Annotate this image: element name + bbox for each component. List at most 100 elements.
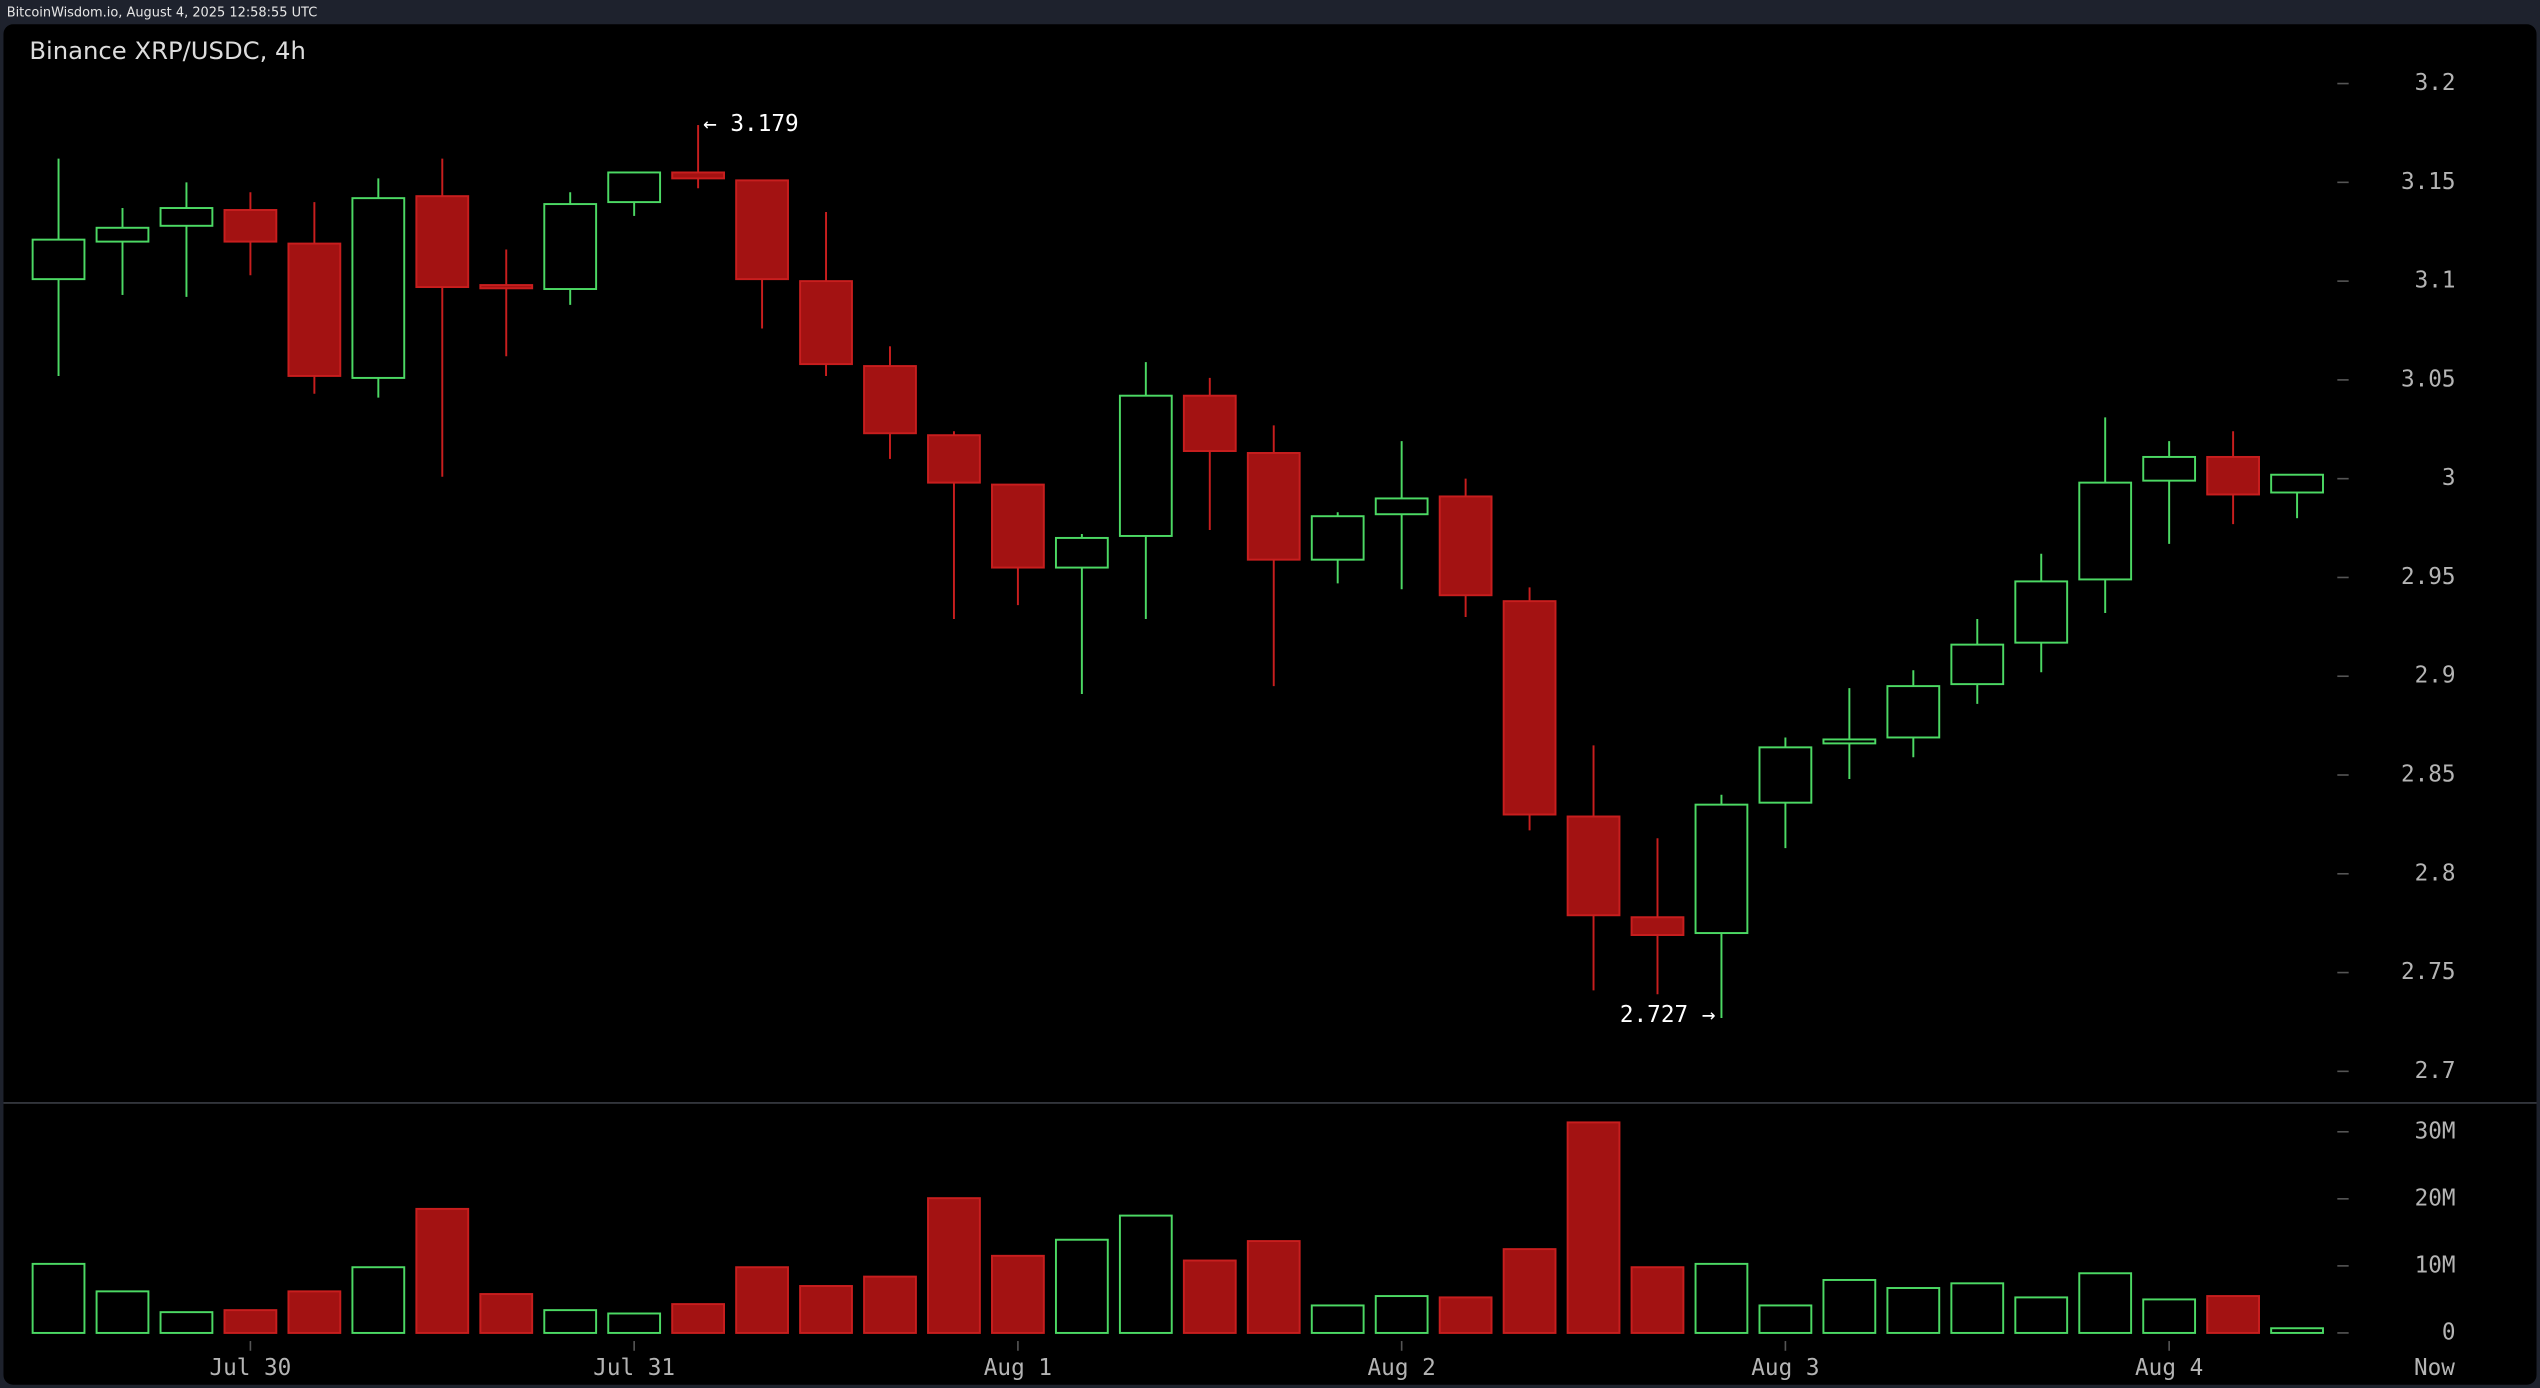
volume-bar	[1630, 1266, 1685, 1334]
y-tick-label: 3.2	[2415, 70, 2456, 96]
volume-bar	[671, 1303, 726, 1334]
candle-body	[991, 483, 1045, 569]
volume-bar	[607, 1312, 662, 1334]
volume-bar	[159, 1311, 214, 1334]
volume-bar	[31, 1262, 86, 1334]
candle-body	[1438, 495, 1493, 597]
volume-bar	[2142, 1298, 2197, 1334]
candle-body	[1054, 536, 1109, 569]
candle-body	[1886, 685, 1941, 739]
candle-body	[2014, 580, 2069, 644]
volume-bar	[479, 1293, 534, 1334]
volume-bar	[1246, 1240, 1301, 1334]
candle-body	[479, 284, 534, 290]
candle-body	[543, 203, 598, 290]
candle-body	[1246, 452, 1301, 561]
volume-bar	[1950, 1282, 2005, 1334]
candle-body	[863, 365, 917, 435]
volume-bar	[735, 1266, 789, 1334]
volume-bar	[1182, 1259, 1237, 1334]
volume-bar	[799, 1285, 853, 1334]
candle-body	[95, 226, 150, 243]
candle-body	[351, 197, 406, 379]
volume-bar	[1502, 1248, 1557, 1334]
y-tick-label: 3.1	[2415, 268, 2456, 294]
y-tick-label: 3.05	[2401, 366, 2456, 392]
volume-tick-label: 0	[2442, 1319, 2456, 1345]
volume-bar	[863, 1275, 917, 1334]
candle-body	[2270, 473, 2324, 494]
candle-body	[415, 195, 470, 289]
candle-body	[1822, 738, 1877, 745]
chart-title: Binance XRP/USDC, 4h	[29, 36, 306, 65]
volume-tick-label: 30M	[2415, 1118, 2456, 1144]
candle-body	[1694, 803, 1749, 935]
volume-bar	[1758, 1304, 1813, 1334]
candle-body	[223, 209, 278, 243]
candle-body	[2142, 455, 2197, 482]
candle-body	[671, 171, 726, 180]
volume-bar	[2206, 1295, 2260, 1334]
volume-bar	[1566, 1121, 1621, 1334]
candle-body	[735, 179, 789, 281]
y-tick-label: 3	[2442, 465, 2456, 491]
volume-bar	[543, 1309, 598, 1334]
candle-body	[799, 280, 853, 366]
candle-body	[1566, 815, 1621, 917]
volume-bar	[991, 1254, 1045, 1334]
volume-bar	[927, 1197, 981, 1334]
candle-body	[1502, 600, 1557, 816]
volume-bar	[1118, 1214, 1173, 1334]
volume-bar	[1438, 1296, 1493, 1334]
candle-body	[287, 242, 342, 377]
y-tick-label: 2.75	[2401, 959, 2456, 985]
y-tick-label: 2.85	[2401, 762, 2456, 788]
volume-bar	[2078, 1272, 2133, 1334]
volume-bar	[415, 1207, 470, 1334]
y-tick-label: 2.95	[2401, 564, 2456, 590]
candle-body	[607, 171, 662, 204]
y-tick-label: 2.7	[2415, 1058, 2456, 1084]
candle-body	[1182, 394, 1237, 452]
candle-body	[159, 207, 214, 227]
x-tick-label: Jul 31	[593, 1355, 675, 1381]
volume-bar	[2270, 1327, 2324, 1334]
volume-bar	[1054, 1238, 1109, 1334]
volume-bar	[223, 1309, 278, 1334]
panel	[3, 24, 2537, 1385]
candle-body	[1310, 515, 1365, 561]
y-tick-label: 2.8	[2415, 860, 2456, 886]
now-label: Now	[2414, 1355, 2455, 1381]
candle-body	[1374, 497, 1429, 516]
candle-body	[2206, 455, 2260, 496]
volume-bar	[2014, 1296, 2069, 1334]
annotation: ← 3.179	[703, 111, 798, 137]
volume-bar	[1694, 1262, 1749, 1334]
volume-bar	[1822, 1278, 1877, 1334]
volume-bar	[287, 1290, 342, 1334]
header: BitcoinWisdom.io, August 4, 2025 12:58:5…	[7, 5, 318, 20]
volume-bar	[1310, 1304, 1365, 1334]
volume-tick-label: 10M	[2415, 1252, 2456, 1278]
candle-body	[2078, 481, 2133, 581]
x-tick-label: Aug 2	[1368, 1355, 1436, 1381]
x-tick-label: Aug 4	[2135, 1355, 2203, 1381]
candle-body	[1950, 643, 2005, 686]
candle-body	[1630, 916, 1685, 936]
annotation: 2.727 →	[1620, 1002, 1715, 1028]
x-tick-label: Aug 1	[984, 1355, 1052, 1381]
candle-body	[31, 238, 86, 281]
x-tick-label: Jul 30	[209, 1355, 291, 1381]
volume-bar	[1374, 1295, 1429, 1334]
candle-body	[1118, 394, 1173, 537]
volume-tick-label: 20M	[2415, 1185, 2456, 1211]
volume-bar	[351, 1266, 406, 1334]
y-tick-label: 2.9	[2415, 663, 2456, 689]
candle-body	[927, 434, 981, 484]
candle-body	[1758, 746, 1813, 804]
y-tick-label: 3.15	[2401, 169, 2456, 195]
volume-bar	[1886, 1287, 1941, 1334]
volume-bar	[95, 1290, 150, 1334]
